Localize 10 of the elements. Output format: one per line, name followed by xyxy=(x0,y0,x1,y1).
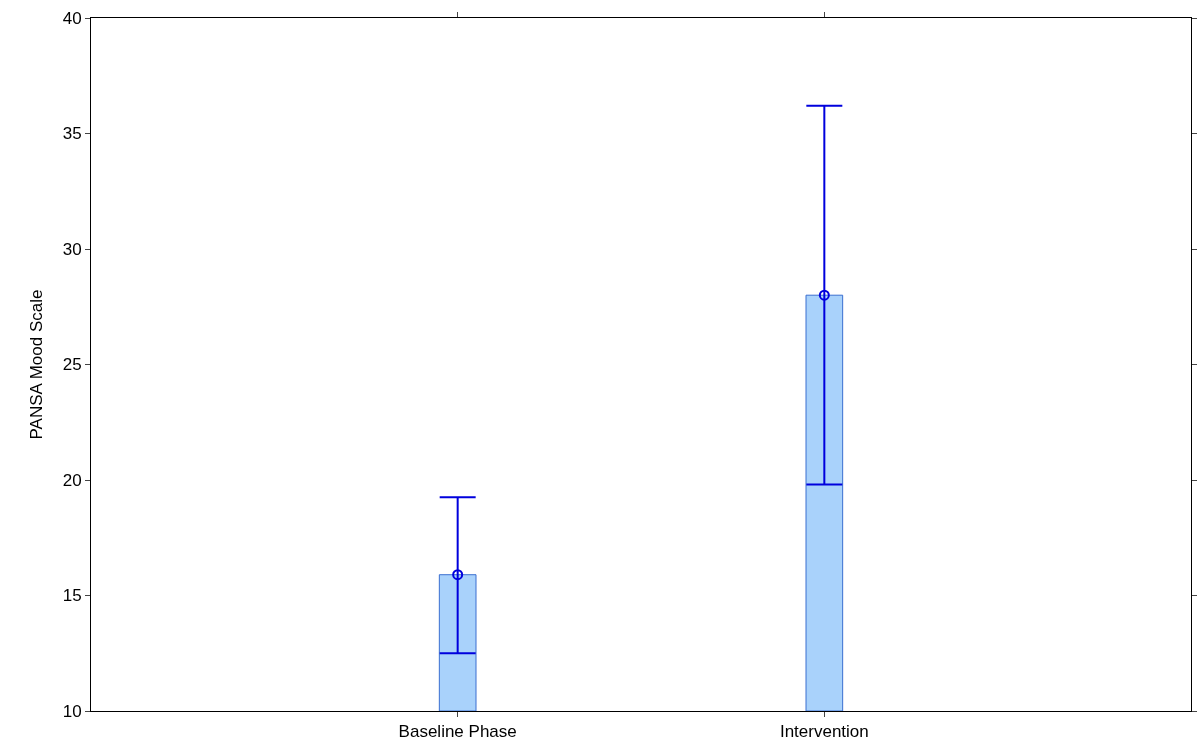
y-tick-label: 35 xyxy=(62,124,82,144)
y-tick-label: 40 xyxy=(62,8,82,28)
y-tick-label: 20 xyxy=(62,470,82,490)
y-tick-label: 10 xyxy=(62,701,82,721)
y-axis-title: PANSA Mood Scale xyxy=(27,289,47,440)
x-tick-label: Intervention xyxy=(779,722,869,742)
x-tick-label: Baseline Phase xyxy=(398,722,517,742)
y-tick-label: 15 xyxy=(62,586,82,606)
y-tick-label: 30 xyxy=(62,239,82,259)
y-tick-label: 25 xyxy=(62,355,82,375)
